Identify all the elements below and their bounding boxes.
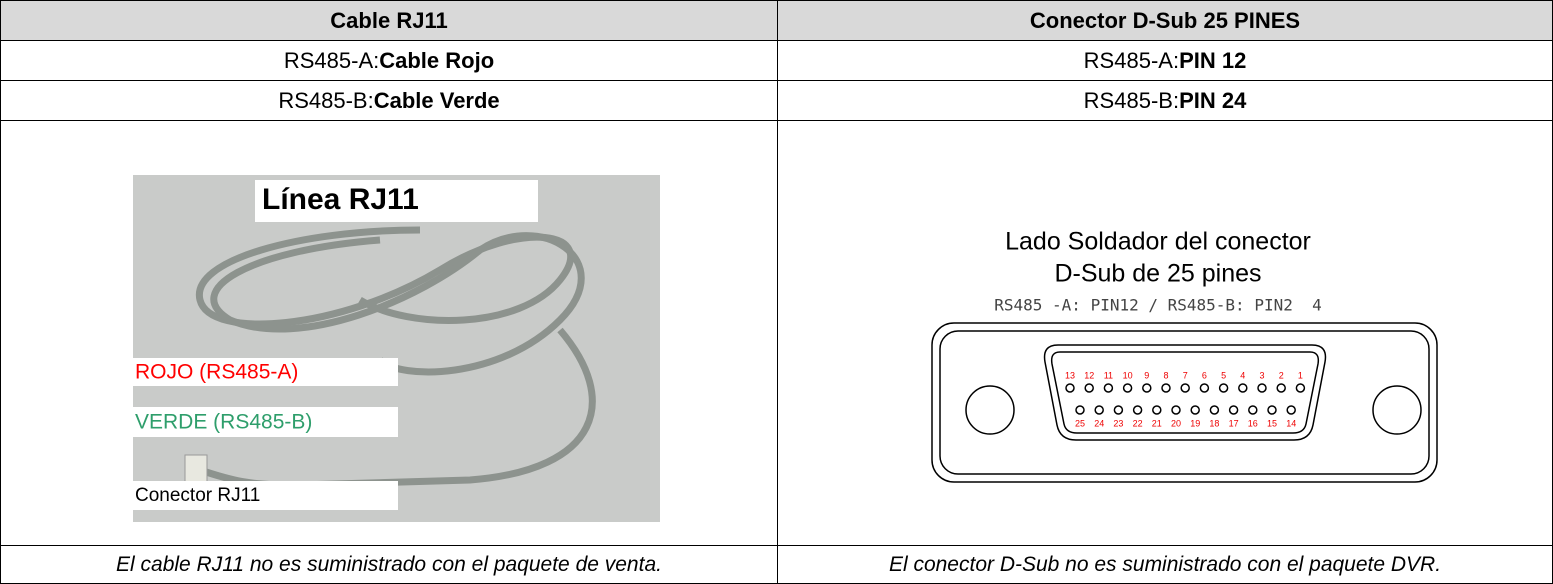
photo-title: Línea RJ11: [262, 183, 419, 216]
pin: [1142, 383, 1152, 393]
pin-number: 9: [1144, 370, 1149, 380]
pin: [1218, 383, 1229, 393]
pin-number: 16: [1248, 418, 1258, 428]
header-cell: Cable RJ11: [0, 0, 778, 41]
pin-number: 8: [1163, 370, 1168, 380]
pin-number: 23: [1113, 418, 1123, 428]
pin: [1228, 405, 1239, 415]
pin: [1199, 383, 1210, 393]
pin: [1248, 405, 1258, 415]
pin-number: 19: [1190, 418, 1200, 428]
wire-label: ROJO (RS485-A): [135, 361, 298, 384]
pin: [1190, 405, 1200, 415]
value: PIN 24: [1179, 87, 1247, 113]
wire-label: VERDE (RS485-B): [135, 411, 312, 434]
label: RS485-A:: [1083, 47, 1180, 73]
label: RS485-A:: [283, 47, 380, 73]
label: RS485-B:: [1083, 87, 1180, 113]
pin: [1286, 405, 1296, 415]
label-box: [255, 180, 538, 222]
pin: [1267, 405, 1277, 415]
pin: [1065, 383, 1075, 393]
pin-number: 12: [1084, 370, 1094, 380]
pin: [1103, 383, 1114, 393]
pin: [1295, 383, 1306, 393]
value: PIN 12: [1179, 47, 1247, 73]
pin: [1180, 383, 1190, 393]
cable: [195, 226, 596, 489]
label-box: [133, 407, 398, 437]
label-box: [133, 481, 398, 510]
pin: [1084, 383, 1094, 393]
pin-number: 1: [1298, 370, 1303, 380]
pin-number: 3: [1259, 370, 1264, 380]
pins: 13 12 11 10 9 8 7 6 5 4 3 2 125 24 23 22 21 20 19 18 17 16 15 1…: [1065, 370, 1306, 428]
pin-number: 21: [1152, 418, 1162, 428]
pin: [1238, 383, 1248, 393]
connector-label: Conector RJ11: [135, 485, 260, 506]
rj11-plug: [184, 454, 208, 484]
pin: [1276, 383, 1286, 393]
pin: [1122, 383, 1133, 393]
pin-number: 18: [1209, 418, 1219, 428]
value: Cable Verde: [373, 87, 500, 113]
pin-number: 24: [1094, 418, 1104, 428]
diagram-line: D-Sub de 25 pines: [1054, 260, 1261, 288]
label-box: [133, 358, 398, 386]
label: RS485-B:: [278, 87, 374, 113]
pin-number: 15: [1267, 418, 1277, 428]
pin: [1209, 405, 1220, 415]
pin: [1094, 405, 1104, 415]
pin-number: 10: [1123, 370, 1133, 380]
diagram-note: RS485 -A: PIN12 / RS485-B: PIN2 4: [994, 296, 1322, 315]
pin-number: 7: [1183, 370, 1188, 380]
pin-number: 5: [1221, 370, 1226, 380]
pin: [1171, 405, 1181, 415]
pin-number: 14: [1286, 418, 1296, 428]
pin: [1132, 405, 1143, 415]
pin: [1257, 383, 1267, 393]
pin-number: 2: [1279, 370, 1284, 380]
pin: [1161, 383, 1171, 393]
pin-number: 25: [1075, 418, 1085, 428]
pin-number: 17: [1229, 418, 1239, 428]
header-cell: Conector D-Sub 25 PINES: [777, 0, 1553, 41]
pin-number: 6: [1202, 370, 1207, 380]
value: Cable Rojo: [379, 47, 495, 73]
pin-number: 22: [1133, 418, 1143, 428]
pin: [1075, 405, 1085, 415]
pin: [1113, 405, 1124, 415]
pin-number: 20: [1171, 418, 1181, 428]
dsub-shell: [931, 322, 1438, 483]
diagram-line: Lado Soldador del conector: [1005, 228, 1311, 256]
pin-number: 11: [1104, 370, 1113, 380]
pin-number: 4: [1240, 370, 1245, 380]
pin: [1152, 405, 1162, 415]
pin-number: 13: [1065, 370, 1075, 380]
footer-cell: El conector D-Sub no es suministrado con…: [777, 545, 1553, 584]
